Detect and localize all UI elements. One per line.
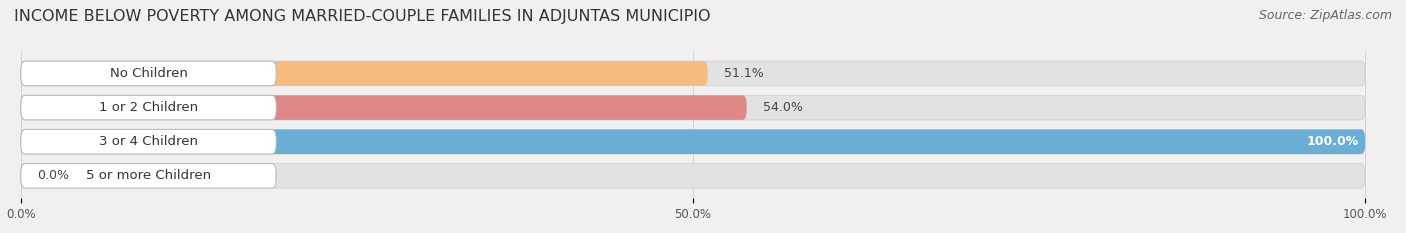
FancyBboxPatch shape (21, 130, 1365, 154)
Text: 5 or more Children: 5 or more Children (86, 169, 211, 182)
Text: 1 or 2 Children: 1 or 2 Children (98, 101, 198, 114)
Text: 0.0%: 0.0% (37, 169, 69, 182)
FancyBboxPatch shape (21, 61, 707, 86)
FancyBboxPatch shape (21, 130, 276, 154)
FancyBboxPatch shape (21, 95, 747, 120)
Text: 54.0%: 54.0% (763, 101, 803, 114)
FancyBboxPatch shape (21, 164, 276, 188)
FancyBboxPatch shape (21, 164, 1365, 188)
Text: 100.0%: 100.0% (1306, 135, 1358, 148)
FancyBboxPatch shape (21, 95, 1365, 120)
Text: INCOME BELOW POVERTY AMONG MARRIED-COUPLE FAMILIES IN ADJUNTAS MUNICIPIO: INCOME BELOW POVERTY AMONG MARRIED-COUPL… (14, 9, 710, 24)
FancyBboxPatch shape (21, 95, 276, 120)
Text: No Children: No Children (110, 67, 187, 80)
FancyBboxPatch shape (21, 61, 276, 86)
Text: Source: ZipAtlas.com: Source: ZipAtlas.com (1258, 9, 1392, 22)
Text: 51.1%: 51.1% (724, 67, 763, 80)
FancyBboxPatch shape (21, 61, 1365, 86)
FancyBboxPatch shape (21, 130, 1365, 154)
Text: 3 or 4 Children: 3 or 4 Children (98, 135, 198, 148)
